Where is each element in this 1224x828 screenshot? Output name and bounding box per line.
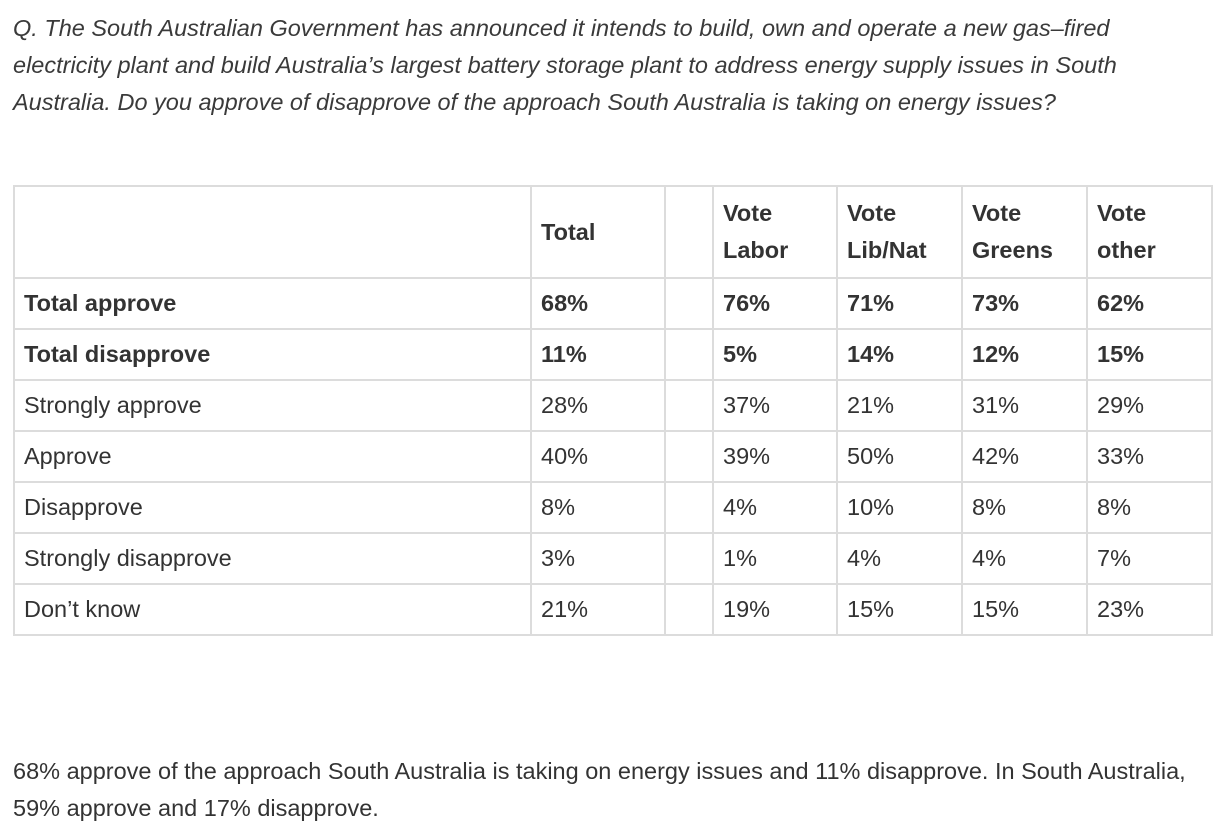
table-cell: 73% [961, 277, 1088, 330]
header-cell: Vote Labor [712, 185, 838, 279]
table-cell: 7% [1086, 532, 1213, 585]
table-cell: 4% [836, 532, 963, 585]
table-cell: 5% [712, 328, 838, 381]
table-cell: 12% [961, 328, 1088, 381]
row-label: Approve [13, 430, 532, 483]
table-cell [664, 379, 714, 432]
table-header-row: Total Vote Labor Vote Lib/Nat Vote Green… [13, 185, 1213, 279]
header-cell: Vote Lib/Nat [836, 185, 963, 279]
row-label: Strongly approve [13, 379, 532, 432]
table-row: Strongly approve 28% 37% 21% 31% 29% [13, 379, 1213, 432]
table-row: Disapprove 8% 4% 10% 8% 8% [13, 481, 1213, 534]
table-cell: 29% [1086, 379, 1213, 432]
table-cell: 40% [530, 430, 666, 483]
table-cell: 4% [961, 532, 1088, 585]
poll-results-table: Total Vote Labor Vote Lib/Nat Vote Green… [13, 185, 1213, 636]
table-cell: 71% [836, 277, 963, 330]
table-cell: 8% [530, 481, 666, 534]
row-label: Total disapprove [13, 328, 532, 381]
header-cell: Vote Greens [961, 185, 1088, 279]
row-label: Total approve [13, 277, 532, 330]
table-cell: 23% [1086, 583, 1213, 636]
row-label: Don’t know [13, 583, 532, 636]
header-cell: Vote other [1086, 185, 1213, 279]
table-cell [664, 583, 714, 636]
table-cell [664, 532, 714, 585]
table-cell: 10% [836, 481, 963, 534]
table-cell: 8% [961, 481, 1088, 534]
table-row: Approve 40% 39% 50% 42% 33% [13, 430, 1213, 483]
table-cell: 68% [530, 277, 666, 330]
table-cell: 42% [961, 430, 1088, 483]
table-cell [664, 328, 714, 381]
table-cell: 15% [961, 583, 1088, 636]
row-label: Disapprove [13, 481, 532, 534]
summary-text: 68% approve of the approach South Austra… [13, 758, 1186, 821]
table-cell: 28% [530, 379, 666, 432]
row-label: Strongly disapprove [13, 532, 532, 585]
table-row: Total approve 68% 76% 71% 73% 62% [13, 277, 1213, 330]
table-cell [664, 430, 714, 483]
table-cell: 21% [530, 583, 666, 636]
table-cell: 21% [836, 379, 963, 432]
table-cell: 15% [836, 583, 963, 636]
table-cell: 14% [836, 328, 963, 381]
table-cell: 4% [712, 481, 838, 534]
table-cell: 50% [836, 430, 963, 483]
table-cell: 15% [1086, 328, 1213, 381]
table-cell: 33% [1086, 430, 1213, 483]
table-cell [664, 481, 714, 534]
table-cell: 62% [1086, 277, 1213, 330]
table-row: Don’t know 21% 19% 15% 15% 23% [13, 583, 1213, 636]
question-text: Q. The South Australian Government has a… [13, 15, 1117, 115]
table-cell: 76% [712, 277, 838, 330]
table-cell: 37% [712, 379, 838, 432]
table-cell: 8% [1086, 481, 1213, 534]
header-cell [13, 185, 532, 279]
header-cell [664, 185, 714, 279]
table-cell: 11% [530, 328, 666, 381]
table-cell: 19% [712, 583, 838, 636]
table-cell: 39% [712, 430, 838, 483]
header-cell: Total [530, 185, 666, 279]
table-cell: 31% [961, 379, 1088, 432]
table-cell: 1% [712, 532, 838, 585]
table-row: Strongly disapprove 3% 1% 4% 4% 7% [13, 532, 1213, 585]
table-cell [664, 277, 714, 330]
table-cell: 3% [530, 532, 666, 585]
table-row: Total disapprove 11% 5% 14% 12% 15% [13, 328, 1213, 381]
